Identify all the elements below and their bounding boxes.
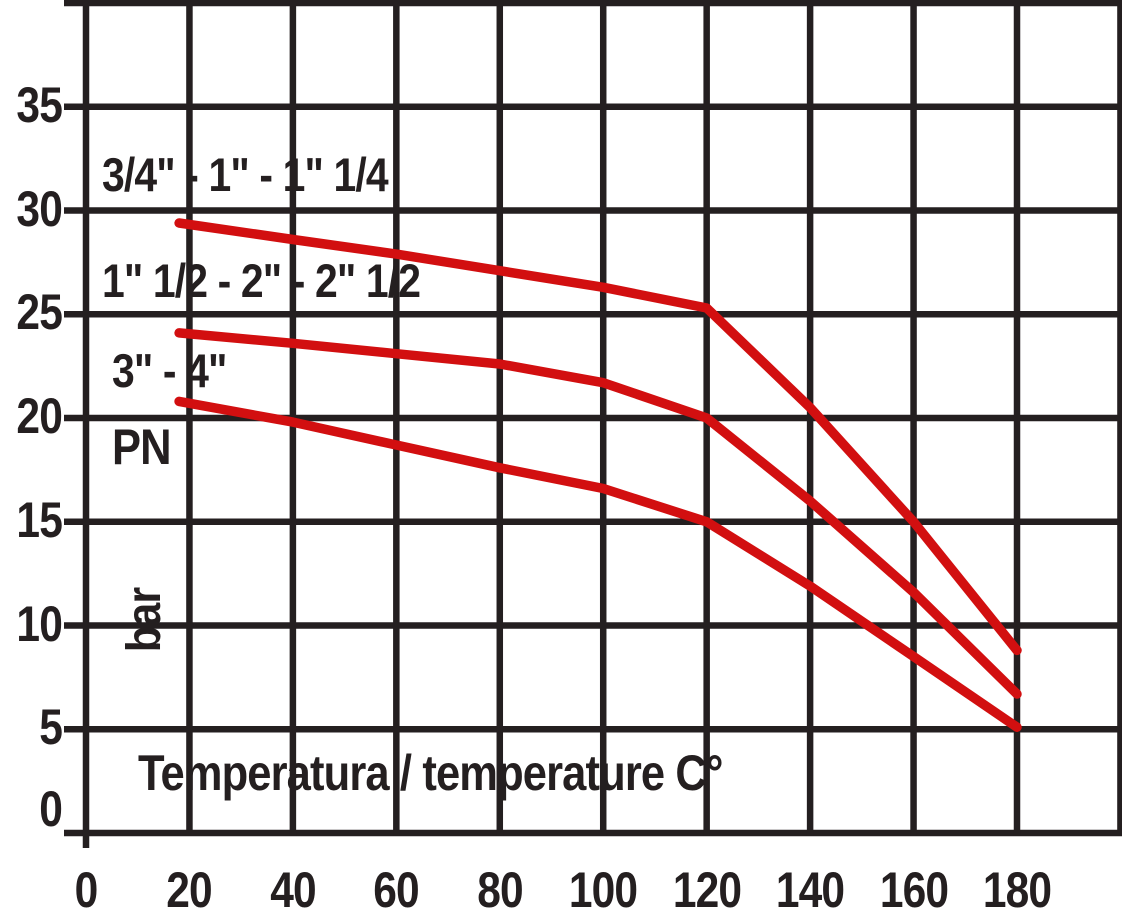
pressure-curve-0 — [174, 218, 1022, 656]
x-tick-label: 120 — [672, 862, 741, 912]
x-tick-label: 100 — [569, 862, 638, 912]
y-tick-label: 15 — [16, 491, 63, 548]
x-tick-label: 60 — [373, 862, 420, 912]
y-tick-label: 0 — [39, 781, 63, 837]
y-tick-label: 35 — [16, 76, 63, 133]
y-tick-label: 10 — [16, 595, 63, 652]
y-tick-label: 20 — [16, 388, 63, 444]
x-tick-label: 160 — [879, 862, 948, 912]
y-tick-label: 30 — [16, 180, 63, 237]
y-tick-label: 25 — [16, 284, 63, 341]
y-axis-unit-bar: bar — [118, 587, 171, 653]
series-label-one-half-to-two-half-inch: 1" 1/2 - 2" - 2" 1/2 — [102, 254, 421, 307]
x-axis-label-temperature: Temperatura / temperature C° — [138, 745, 723, 801]
x-tick-label: 40 — [270, 862, 316, 912]
x-tick-label: 20 — [166, 862, 213, 912]
pressure-curve-1 — [174, 328, 1022, 699]
x-tick-label: 140 — [775, 862, 845, 912]
y-tick-label: 5 — [39, 699, 63, 756]
pressure-curve-2 — [174, 396, 1022, 732]
x-tick-label: 180 — [982, 862, 1052, 912]
series-label-three-to-four-inch: 3" - 4" — [112, 344, 227, 397]
x-tick-label: 0 — [74, 862, 99, 912]
series-label-three-quarter-to-one-quarter-inch: 3/4" - 1" - 1" 1/4 — [102, 148, 389, 201]
x-tick-label: 80 — [476, 862, 523, 912]
y-axis-label-pn: PN — [112, 419, 172, 475]
